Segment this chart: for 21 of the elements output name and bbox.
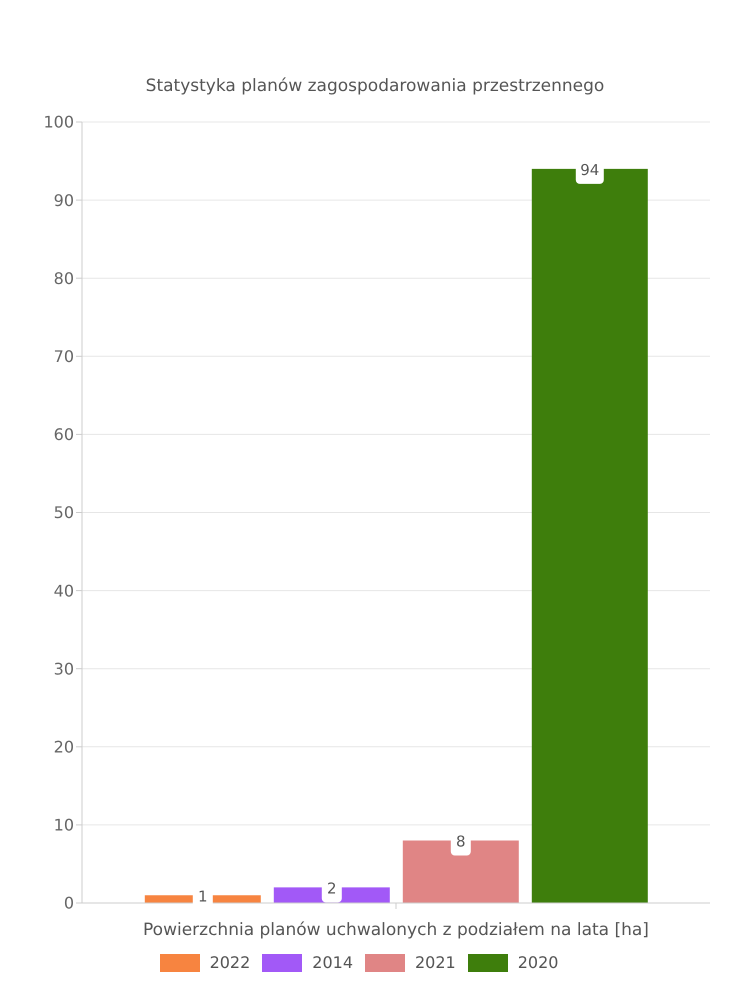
y-tick-label: 30 xyxy=(54,659,74,678)
legend-label: 2014 xyxy=(311,953,353,972)
y-tick-label: 80 xyxy=(54,268,74,288)
data-label: 8 xyxy=(456,832,466,851)
legend-label: 2022 xyxy=(208,953,250,972)
legend-label: 2021 xyxy=(414,953,456,972)
legend-label: 2020 xyxy=(516,953,558,972)
data-label: 2 xyxy=(327,879,337,898)
data-label: 1 xyxy=(198,887,208,906)
y-tick-label: 0 xyxy=(64,894,74,913)
y-tick-label: 50 xyxy=(54,503,74,522)
y-tick-label: 10 xyxy=(54,816,74,835)
y-tick-label: 90 xyxy=(54,190,74,210)
chart-title: Statystyka planów zagospodarowania przestrzennego xyxy=(144,75,606,98)
y-tick-label: 100 xyxy=(43,112,74,132)
y-tick-label: 70 xyxy=(54,346,74,366)
y-tick-label: 40 xyxy=(54,581,74,600)
data-label: 94 xyxy=(580,160,600,179)
x-axis-title: Powierzchnia planów uchwalonych z podziałem na lata [ha] xyxy=(143,920,649,940)
y-tick-label: 60 xyxy=(54,425,74,444)
y-tick-label: 20 xyxy=(54,737,74,756)
